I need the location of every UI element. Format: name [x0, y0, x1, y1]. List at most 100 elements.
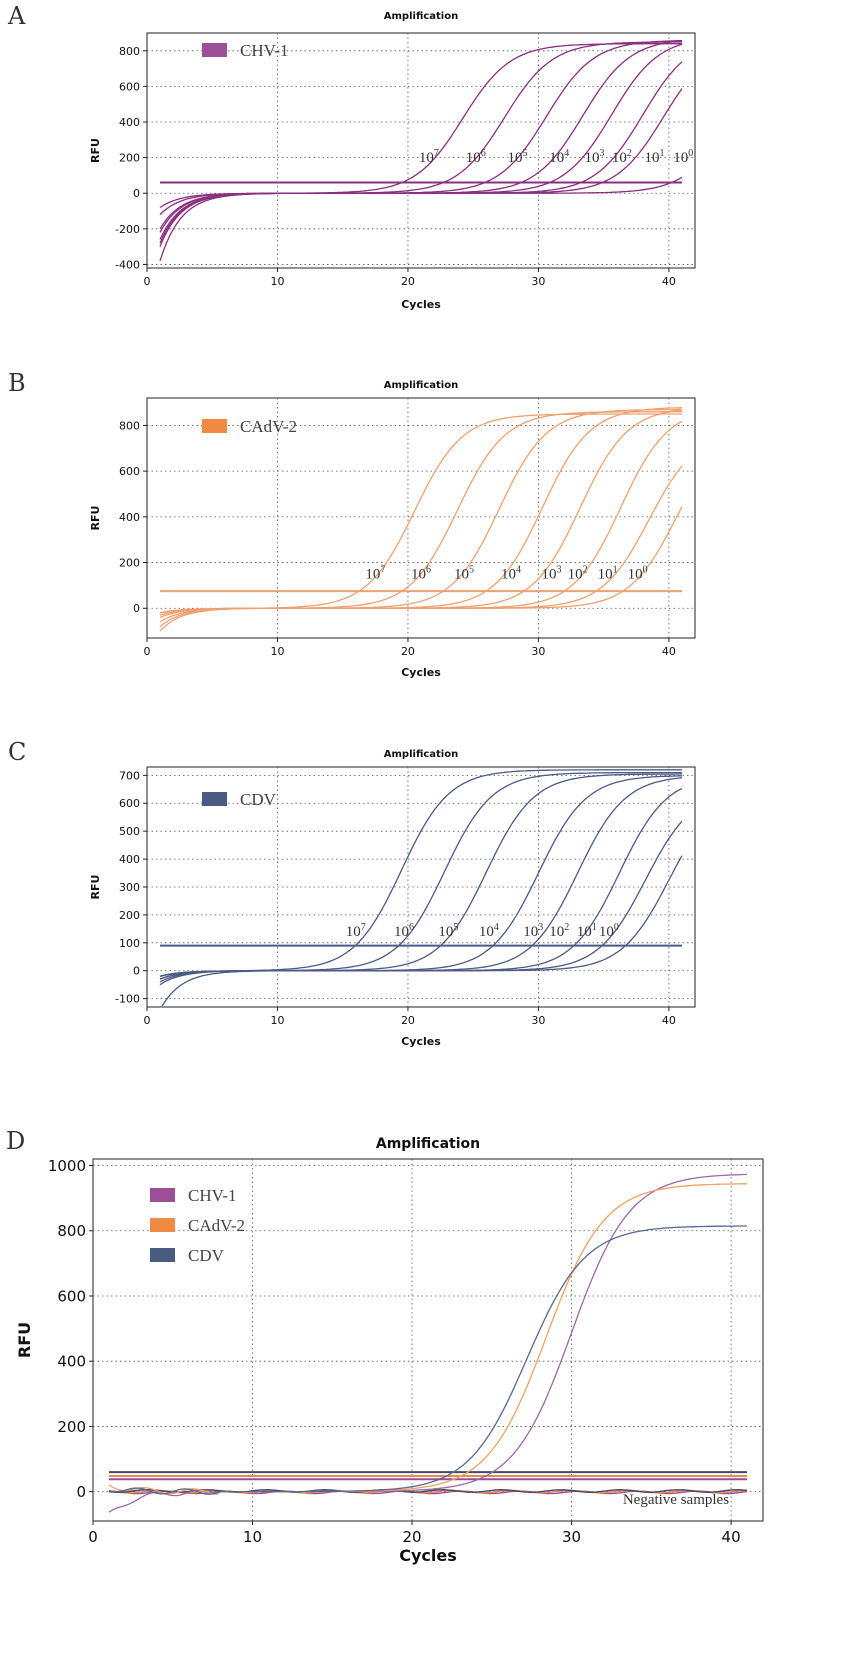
curve-label: 103	[523, 922, 543, 940]
curve-label-base: 10	[438, 924, 453, 940]
y-tick-label: 600	[119, 465, 140, 478]
y-tick-label: 1000	[48, 1157, 86, 1175]
curve-label: 101	[598, 565, 618, 583]
curve-label-exponent: 3	[600, 148, 605, 159]
curve-label: 107	[346, 922, 366, 940]
x-tick-label: 20	[401, 645, 415, 658]
y-tick-label: 200	[57, 1418, 86, 1436]
y-tick-label: 800	[119, 45, 140, 58]
curve-label: 106	[466, 148, 486, 166]
y-axis-title: RFU	[89, 506, 102, 531]
curve-label-exponent: 4	[564, 148, 569, 159]
y-tick-label: 600	[57, 1287, 86, 1305]
curve-label: 105	[508, 148, 528, 166]
curve-label-exponent: 6	[481, 148, 486, 159]
curve-label: 102	[549, 922, 569, 940]
legend-swatch	[202, 419, 227, 433]
legend-swatch	[150, 1218, 175, 1232]
series-line	[159, 176, 683, 209]
x-tick-label: 20	[401, 1014, 415, 1027]
chart-title: Amplification	[384, 749, 458, 760]
curve-label-exponent: 2	[583, 565, 588, 576]
chart-title: Amplification	[384, 11, 458, 22]
series-line	[159, 506, 683, 614]
curve-label-base: 10	[419, 150, 434, 166]
curve-label: 101	[577, 922, 597, 940]
y-tick-label: 400	[57, 1353, 86, 1371]
curve-label-exponent: 5	[469, 565, 474, 576]
curves-group	[108, 1173, 748, 1513]
curve-label-base: 10	[346, 924, 361, 940]
curve-label: 103	[541, 565, 561, 583]
curve-label-exponent: 2	[627, 148, 632, 159]
series-line	[108, 1183, 747, 1495]
y-tick-label: 400	[119, 511, 140, 524]
legend-label: CHV-1	[188, 1186, 237, 1205]
y-tick-label: -400	[115, 258, 140, 271]
curve-label-base: 10	[454, 567, 469, 583]
curve-label: 104	[479, 922, 499, 940]
y-tick-label: 300	[119, 881, 140, 894]
curve-label: 106	[411, 565, 431, 583]
legend-label: CAdV-2	[240, 417, 297, 436]
y-tick-label: 800	[57, 1222, 86, 1240]
curve-label-base: 10	[479, 924, 494, 940]
x-tick-label: 20	[403, 1528, 422, 1546]
panel-letter: C	[8, 738, 26, 766]
x-tick-label: 10	[270, 1014, 284, 1027]
x-tick-label: 40	[662, 645, 676, 658]
series-line	[108, 1225, 747, 1495]
curve-label-exponent: 1	[592, 922, 597, 933]
legend-swatch	[150, 1248, 175, 1262]
curve-label-exponent: 0	[688, 148, 693, 159]
x-axis-title: Cycles	[399, 1546, 457, 1565]
y-tick-label: 0	[133, 965, 140, 978]
curve-label-base: 10	[568, 567, 583, 583]
curve-label-base: 10	[394, 924, 409, 940]
curve-label: 106	[394, 922, 414, 940]
legend-label: CHV-1	[240, 41, 289, 60]
curve-label: 107	[365, 565, 385, 583]
legend-label: CAdV-2	[188, 1216, 245, 1235]
curve-label-exponent: 6	[409, 922, 414, 933]
curve-label-exponent: 1	[660, 148, 665, 159]
y-tick-label: 200	[119, 557, 140, 570]
plot-area	[146, 397, 696, 639]
x-axis-title: Cycles	[401, 298, 441, 311]
curve-label-base: 10	[501, 567, 516, 583]
x-tick-label: 10	[270, 645, 284, 658]
x-tick-label: 0	[144, 275, 151, 288]
curve-label-base: 10	[577, 924, 592, 940]
curve-label-exponent: 7	[380, 565, 385, 576]
curve-label-base: 10	[466, 150, 481, 166]
curve-label: 105	[454, 565, 474, 583]
y-tick-label: 0	[133, 187, 140, 200]
curve-label-exponent: 3	[556, 565, 561, 576]
curve-label-base: 10	[645, 150, 660, 166]
curve-label: 101	[645, 148, 665, 166]
y-tick-label: 200	[119, 909, 140, 922]
x-tick-label: 30	[531, 1014, 545, 1027]
x-tick-label: 0	[88, 1528, 98, 1546]
legend-swatch	[202, 43, 227, 57]
y-tick-label: 400	[119, 853, 140, 866]
curve-label: 105	[438, 922, 458, 940]
curve-label-base: 10	[599, 924, 614, 940]
y-tick-label: 500	[119, 825, 140, 838]
chart-title: Amplification	[376, 1136, 480, 1152]
y-tick-label: 200	[119, 152, 140, 165]
panel-letter: D	[6, 1127, 25, 1155]
x-tick-label: 0	[144, 645, 151, 658]
y-tick-label: 0	[76, 1483, 86, 1501]
y-tick-label: 600	[119, 80, 140, 93]
x-tick-label: 30	[531, 645, 545, 658]
curve-label-exponent: 0	[643, 565, 648, 576]
plot-area	[92, 1158, 764, 1522]
curve-label-base: 10	[612, 150, 627, 166]
curve-label-exponent: 7	[361, 922, 366, 933]
curve-label-base: 10	[628, 567, 643, 583]
